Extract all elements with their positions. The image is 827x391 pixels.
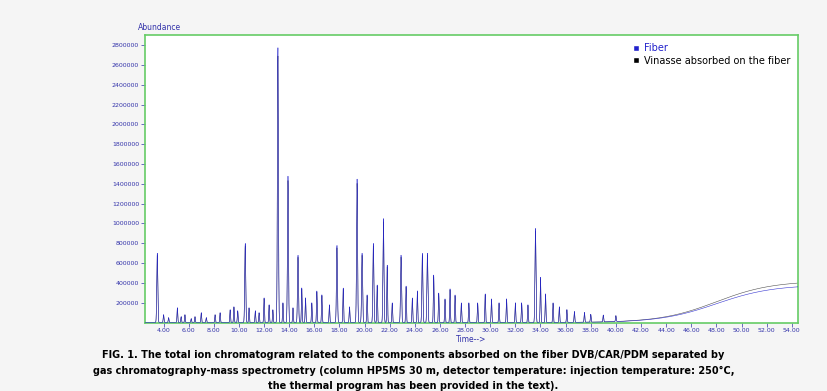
- Text: gas chromatography-mass spectrometry (column HP5MS 30 m, detector temperature: i: gas chromatography-mass spectrometry (co…: [93, 366, 734, 376]
- Text: Abundance: Abundance: [138, 23, 181, 32]
- X-axis label: Time-->: Time-->: [457, 335, 486, 344]
- Text: the thermal program has been provided in the text).: the thermal program has been provided in…: [269, 381, 558, 391]
- Legend: Fiber, Vinasse absorbed on the fiber: Fiber, Vinasse absorbed on the fiber: [629, 40, 793, 69]
- Text: FIG. 1. The total ion chromatogram related to the components absorbed on the fib: FIG. 1. The total ion chromatogram relat…: [103, 350, 724, 360]
